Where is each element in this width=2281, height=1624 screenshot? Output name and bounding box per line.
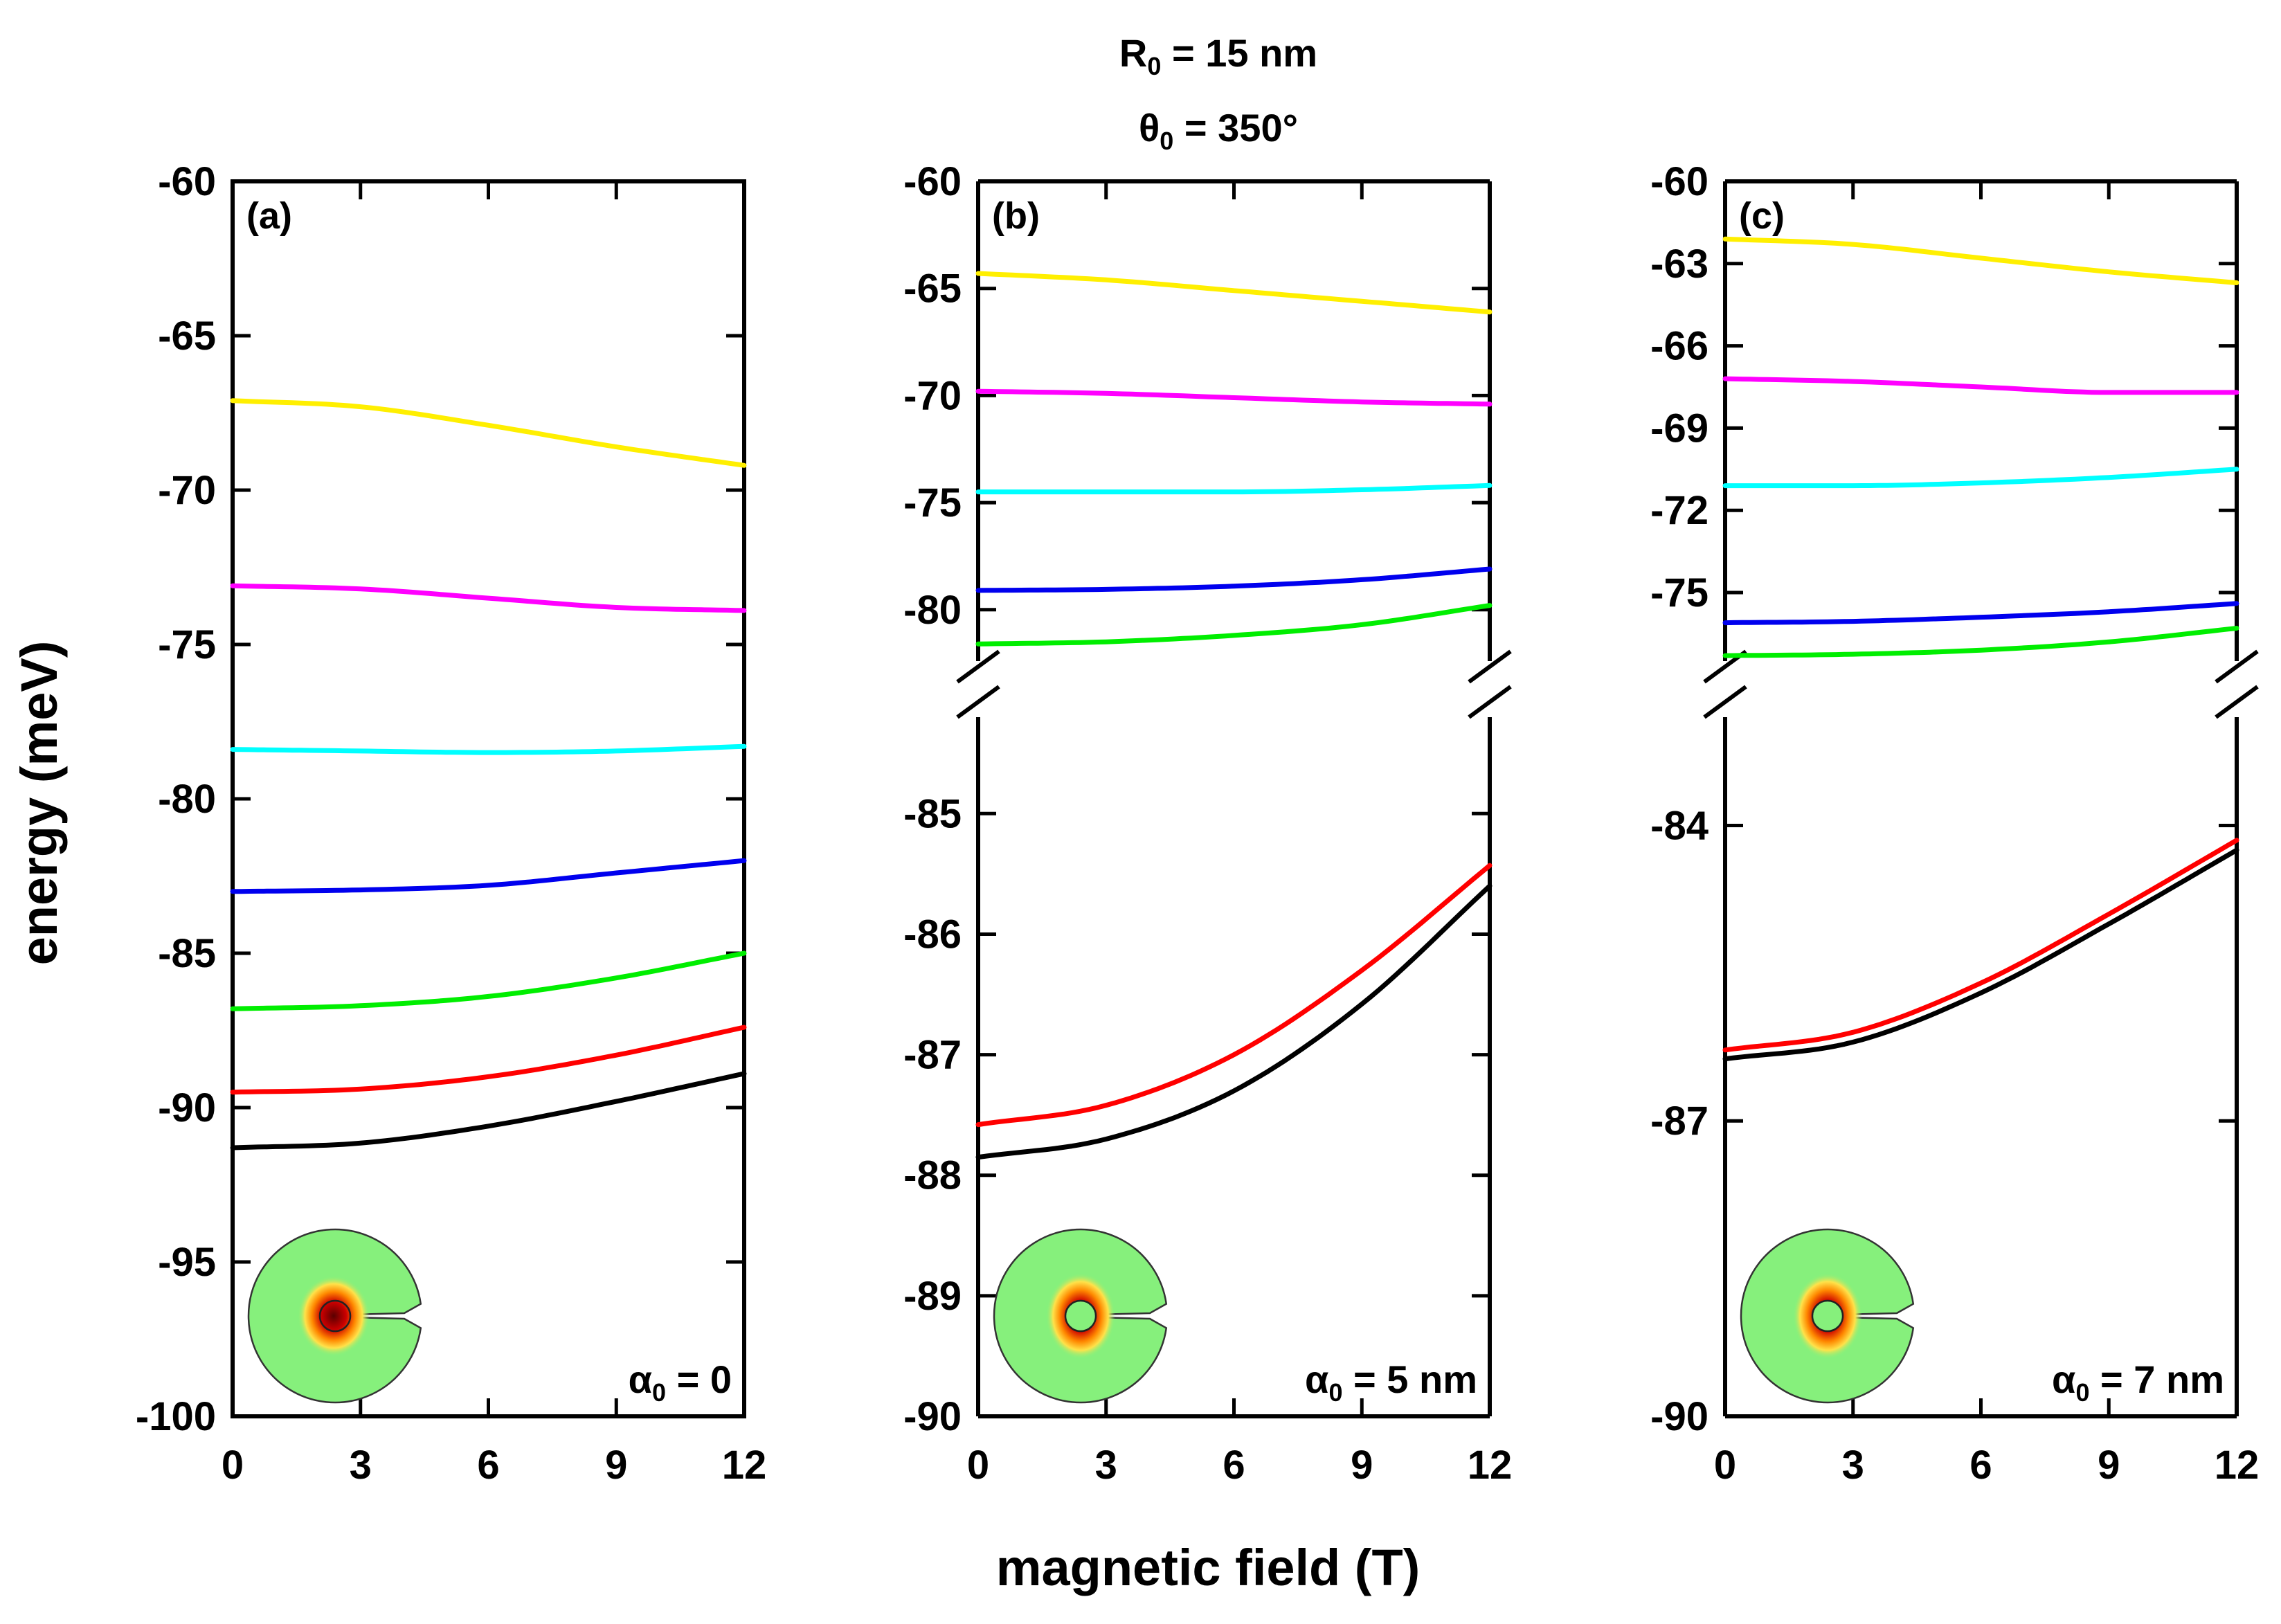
y-tick-label-c: -63 xyxy=(1650,242,1709,287)
series-line-red-b xyxy=(975,863,1493,1128)
panel-label-b: (b) xyxy=(992,195,1040,237)
y-tick-label-b: -89 xyxy=(903,1274,962,1319)
x-tick-label-a: 9 xyxy=(605,1443,627,1488)
x-tick-label-c: 0 xyxy=(1714,1443,1736,1488)
wavefunction-inset-a xyxy=(247,1228,422,1404)
x-tick-label-b: 12 xyxy=(1468,1443,1513,1488)
series-line-blue-a xyxy=(230,858,747,894)
axis-break-mark-left-b xyxy=(956,649,1000,684)
x-tick-label-a: 3 xyxy=(350,1443,372,1488)
y-tick-label-c: -72 xyxy=(1650,488,1709,533)
y-tick-label-a: -85 xyxy=(158,931,216,976)
alpha-annotation-b: α0 = 5 nm xyxy=(1305,1357,1477,1407)
y-axis-label: energy (meV) xyxy=(10,641,68,966)
panel-c: 0 3 6 9 12 -60 -63 -66 -69 -72 -75 -84 -87 -90 (c) α0 =… xyxy=(1650,159,2259,1488)
y-tick-label-c: -75 xyxy=(1650,570,1709,615)
y-tick-label-a: -80 xyxy=(158,777,216,822)
y-tick-label-b: -60 xyxy=(903,159,962,204)
inset-core-fill-b xyxy=(1065,1300,1097,1332)
x-tick-label-a: 12 xyxy=(722,1443,767,1488)
series-line-green-c xyxy=(1722,626,2239,658)
y-tick-label-b: -65 xyxy=(903,267,962,312)
y-tick-label-a: -95 xyxy=(158,1240,216,1285)
inset-inner-boundary-b xyxy=(1064,1299,1097,1333)
series-line-green-b xyxy=(975,603,1493,647)
series-line-black-c xyxy=(1722,847,2239,1062)
series-line-magenta-b xyxy=(975,388,1493,407)
series-line-magenta-a xyxy=(230,583,747,613)
x-tick-label-a: 6 xyxy=(477,1443,499,1488)
x-tick-label-b: 6 xyxy=(1223,1443,1245,1488)
series-line-blue-c xyxy=(1722,601,2239,626)
y-tick-label-a: -100 xyxy=(136,1394,216,1439)
series-line-yellow-b xyxy=(975,271,1493,315)
series-line-yellow-c xyxy=(1722,236,2239,285)
y-tick-label-b: -90 xyxy=(903,1394,962,1439)
series-line-yellow-a xyxy=(230,398,747,468)
y-tick-label-c: -84 xyxy=(1650,803,1709,848)
x-axis-label: magnetic field (T) xyxy=(996,1539,1421,1596)
alpha-annotation-a: α0 = 0 xyxy=(629,1357,732,1407)
inset-density-a xyxy=(298,1276,370,1356)
series-line-red-a xyxy=(230,1025,747,1095)
y-tick-label-b: -88 xyxy=(903,1153,962,1198)
header-radius: R0 = 15 nm xyxy=(1119,31,1317,80)
series-line-blue-b xyxy=(975,566,1493,593)
y-tick-label-a: -90 xyxy=(158,1085,216,1130)
y-tick-label-b: -80 xyxy=(903,588,962,633)
inset-inner-boundary-a xyxy=(318,1299,352,1333)
x-tick-label-b: 0 xyxy=(967,1443,989,1488)
series-line-black-a xyxy=(230,1071,747,1151)
series-line-green-a xyxy=(230,950,747,1011)
y-tick-label-c: -90 xyxy=(1650,1394,1709,1439)
series-line-cyan-a xyxy=(230,743,747,755)
header-angle: θ0 = 350° xyxy=(1139,106,1298,155)
axis-break-mark-right-c xyxy=(2215,685,2259,719)
panel-a: 0 3 6 9 12 -60 -65 -70 -75 -80 -85 -90 -95 -100 (a) α0 … xyxy=(136,159,766,1488)
x-tick-label-b: 3 xyxy=(1095,1443,1117,1488)
y-tick-label-c: -60 xyxy=(1650,159,1709,204)
wavefunction-inset-c xyxy=(1740,1228,1915,1404)
x-tick-label-c: 9 xyxy=(2098,1443,2120,1488)
y-tick-label-a: -75 xyxy=(158,622,216,667)
y-tick-label-a: -70 xyxy=(158,468,216,513)
panel-label-a: (a) xyxy=(246,195,292,237)
axis-break-mark-right-c xyxy=(2215,649,2259,684)
axis-break-mark-right-b xyxy=(1468,685,1512,719)
series-line-cyan-c xyxy=(1722,467,2239,489)
x-tick-label-c: 12 xyxy=(2215,1443,2260,1488)
panel-b: 0 3 6 9 12 -60 -65 -70 -75 -80 -85 -86 -87 -88 -89 -90 (… xyxy=(903,159,1512,1488)
axis-break-mark-left-c xyxy=(1703,685,1747,719)
y-tick-label-a: -65 xyxy=(158,314,216,359)
x-tick-label-c: 3 xyxy=(1842,1443,1864,1488)
series-line-black-b xyxy=(975,883,1493,1160)
y-tick-label-c: -69 xyxy=(1650,406,1709,451)
y-tick-label-b: -87 xyxy=(903,1033,962,1078)
x-tick-label-b: 9 xyxy=(1351,1443,1373,1488)
series-line-cyan-b xyxy=(975,482,1493,495)
y-tick-label-b: -70 xyxy=(903,373,962,418)
alpha-annotation-c: α0 = 7 nm xyxy=(2052,1357,2224,1407)
axis-break-mark-left-b xyxy=(956,685,1000,719)
y-tick-label-b: -86 xyxy=(903,912,962,957)
y-tick-label-c: -66 xyxy=(1650,324,1709,369)
wavefunction-inset-b xyxy=(993,1228,1168,1404)
series-line-red-c xyxy=(1722,838,2239,1053)
x-tick-label-a: 0 xyxy=(222,1443,244,1488)
y-tick-label-a: -60 xyxy=(158,159,216,204)
axis-break-mark-right-b xyxy=(1468,649,1512,684)
y-tick-label-c: -87 xyxy=(1650,1099,1709,1144)
panel-label-c: (c) xyxy=(1739,195,1785,237)
series-line-magenta-c xyxy=(1722,376,2239,395)
inset-inner-boundary-c xyxy=(1811,1299,1844,1333)
y-tick-label-b: -85 xyxy=(903,791,962,836)
inset-core-fill-c xyxy=(1812,1300,1843,1332)
x-tick-label-c: 6 xyxy=(1969,1443,1992,1488)
y-tick-label-b: -75 xyxy=(903,480,962,525)
